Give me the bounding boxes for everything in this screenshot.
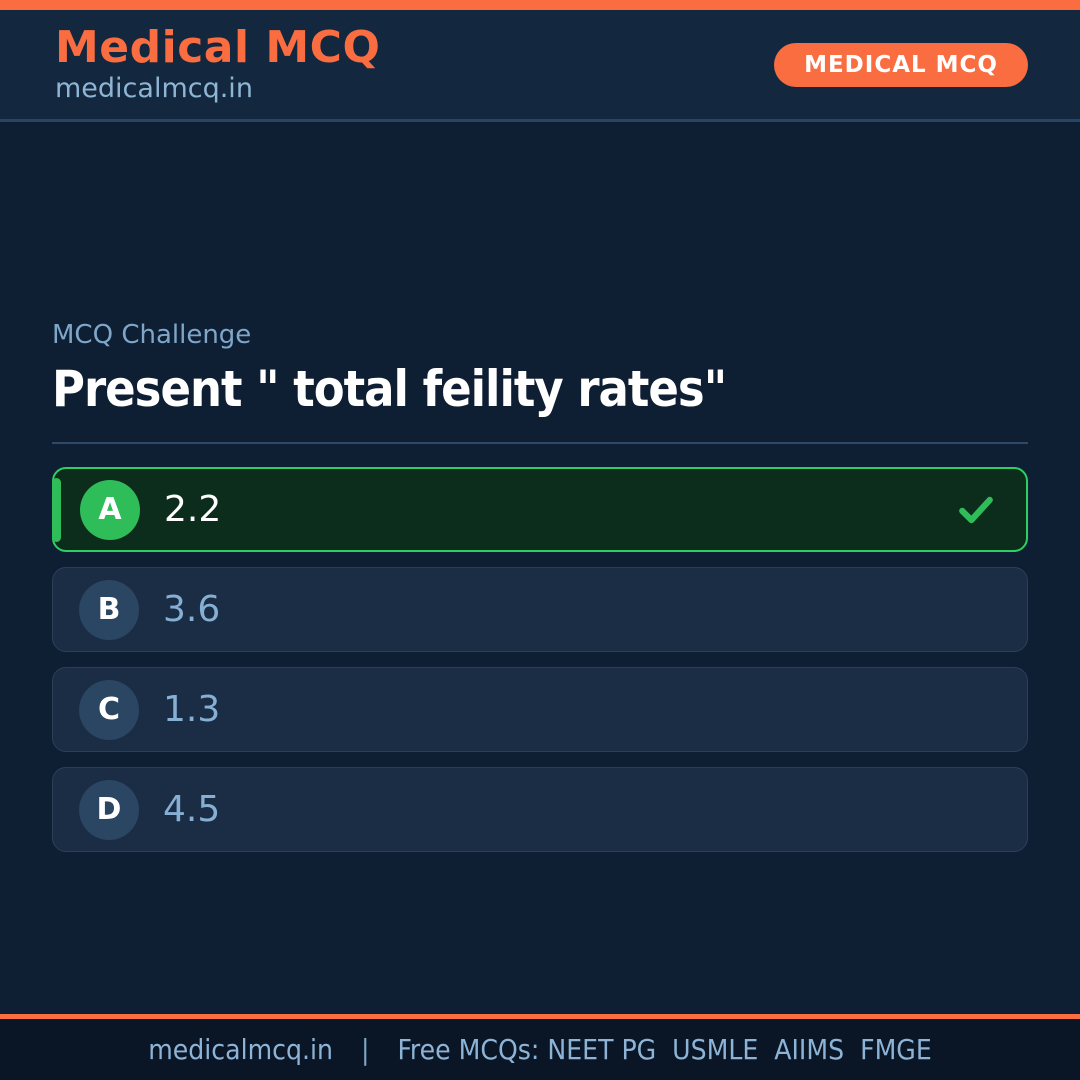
option-c-value: 1.3 (163, 689, 221, 730)
option-c-letter-badge: C (79, 679, 139, 740)
footer-tagline: Free MCQs: NEET PG USMLE AIIMS FMGE (397, 1033, 932, 1066)
options-list: A 2.2 B 3.6 C 1.3 D 4.5 (52, 467, 1028, 852)
header: Medical MCQ medicalmcq.in MEDICAL MCQ (0, 10, 1080, 122)
option-a-value: 2.2 (164, 489, 222, 530)
footer-site: medicalmcq.in (148, 1033, 333, 1066)
question-label: MCQ Challenge (52, 320, 252, 350)
correct-accent-bar (52, 477, 61, 542)
option-b[interactable]: B 3.6 (52, 567, 1028, 652)
top-accent-bar (0, 0, 1080, 10)
option-d-value: 4.5 (163, 789, 221, 830)
footer: medicalmcq.in | Free MCQs: NEET PG USMLE… (0, 1014, 1080, 1080)
option-d-letter-badge: D (79, 779, 139, 840)
brand-title: Medical MCQ (55, 21, 381, 73)
question-divider (52, 442, 1028, 444)
question-section: MCQ Challenge Present " total feility ra… (0, 320, 1080, 852)
option-a[interactable]: A 2.2 (52, 467, 1028, 552)
option-c[interactable]: C 1.3 (52, 667, 1028, 752)
check-icon (954, 488, 998, 532)
brand-block: Medical MCQ medicalmcq.in (55, 21, 381, 105)
footer-separator: | (360, 1033, 370, 1066)
question-title: Present " total feility rates" (52, 360, 727, 418)
brand-badge: MEDICAL MCQ (774, 42, 1028, 87)
option-b-letter-badge: B (79, 579, 139, 640)
option-b-value: 3.6 (163, 589, 221, 630)
option-d[interactable]: D 4.5 (52, 767, 1028, 852)
option-a-letter-badge: A (80, 479, 140, 540)
brand-subtitle: medicalmcq.in (55, 73, 253, 105)
